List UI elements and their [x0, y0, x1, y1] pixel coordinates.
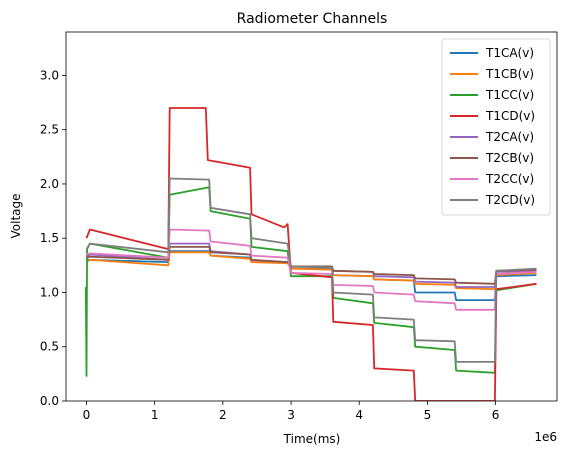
series-line-t2cb-v [86, 245, 537, 285]
series-line-t1cc-v [84, 186, 537, 377]
y-tick-label: 0.0 [40, 394, 59, 408]
y-tick-label: 1.5 [40, 231, 59, 245]
legend-label: T1CD(v) [485, 109, 535, 123]
y-tick-label: 0.5 [40, 340, 59, 354]
legend-label: T2CA(v) [485, 130, 534, 144]
y-axis-label: Voltage [9, 193, 23, 238]
x-tick-label: 1 [151, 408, 159, 422]
x-tick-label: 5 [424, 408, 432, 422]
x-axis-offset-label: 1e6 [534, 430, 557, 444]
series-line-t2cd-v [85, 177, 537, 363]
legend: T1CA(v) T1CB(v) T1CC(v) T1CD(v) T2CA(v) T2CB(… [441, 38, 551, 216]
legend-label: T2CB(v) [485, 151, 534, 165]
y-tick-label: 1.0 [40, 285, 59, 299]
series-line-t1cd-v [85, 107, 537, 401]
x-tick-label: 2 [219, 408, 227, 422]
x-tick-label: 3 [287, 408, 295, 422]
legend-label: T1CC(v) [485, 88, 534, 102]
x-tick-label: 0 [83, 408, 91, 422]
legend-label: T2CC(v) [485, 172, 534, 186]
chart-title: Radiometer Channels [237, 11, 388, 27]
legend-label: T2CD(v) [485, 193, 535, 207]
y-tick-label: 3.0 [40, 68, 59, 82]
x-tick-label: 4 [355, 408, 363, 422]
x-tick-label: 6 [492, 408, 500, 422]
y-tick-label: 2.0 [40, 177, 59, 191]
plot-frame [65, 31, 558, 402]
x-axis: 0 1 2 3 4 5 6 [83, 401, 500, 422]
legend-label: T1CB(v) [485, 67, 534, 81]
legend-box [441, 38, 551, 216]
y-tick-label: 2.5 [40, 123, 59, 137]
y-axis: 0.0 0.5 1.0 1.5 2.0 2.5 3.0 [40, 68, 66, 408]
x-axis-label: Time(ms) [283, 432, 341, 446]
legend-label: T1CA(v) [485, 46, 534, 60]
